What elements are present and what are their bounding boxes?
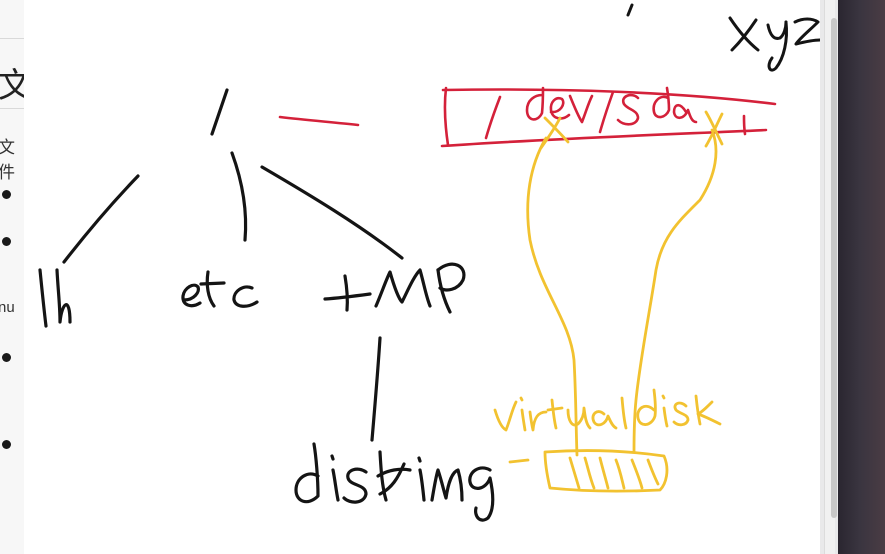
corner-handwriting [728, 16, 820, 72]
right-edge [820, 0, 885, 554]
scrollbar-thumb[interactable] [831, 18, 837, 518]
bullet-icon [2, 353, 11, 362]
bullet-icon [2, 237, 11, 246]
root-slash [210, 88, 229, 136]
branch-line [230, 151, 248, 242]
slide-subheading: 文件 [0, 138, 15, 183]
virtual-disk-label-ink [493, 388, 722, 432]
ink-stroke [626, 3, 634, 17]
red-dash [278, 115, 360, 127]
disk-img-label-ink [294, 442, 495, 522]
background-slide-strip: 文 文件 nu [0, 0, 32, 554]
virtual-disk-mapping [508, 110, 724, 493]
etc-label-ink [181, 270, 259, 308]
whiteboard-canvas[interactable]: / /dev/sda h etc TMP disk.img virtual di… [24, 0, 820, 554]
tmp-label-ink [323, 262, 466, 314]
branch-line [62, 174, 140, 264]
bullet-icon [2, 190, 11, 199]
dev-sda-box [440, 86, 777, 148]
bin-label-ink [38, 268, 72, 328]
ink-layer [38, 3, 820, 522]
branch-line [370, 336, 382, 442]
divider [0, 38, 24, 39]
bullet-icon [2, 440, 11, 449]
branch-line [260, 165, 404, 260]
divider [0, 108, 24, 109]
vertical-scrollbar[interactable] [824, 0, 837, 554]
slide-section-text: nu [0, 299, 15, 316]
